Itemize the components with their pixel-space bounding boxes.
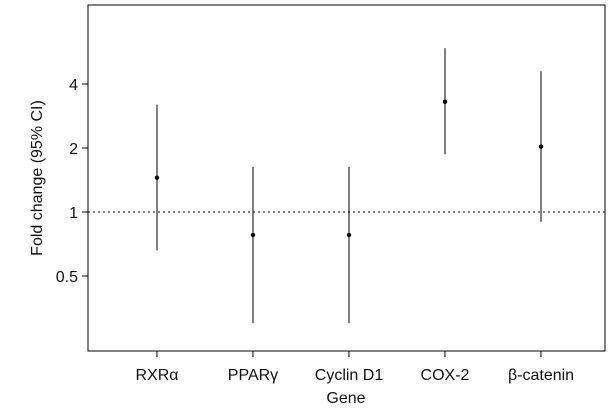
y-axis-title: Fold change (95% CI) (29, 100, 46, 256)
x-tick-label: Cyclin D1 (315, 367, 384, 384)
y-tick-label: 4 (69, 77, 78, 94)
y-tick-label: 1 (69, 205, 78, 222)
point-estimate (442, 99, 448, 104)
x-axis: RXRα PPARγ Cyclin D1 COX-2 β-catenin (135, 351, 574, 384)
x-tick-label: COX-2 (421, 367, 470, 384)
x-tick-label: β-catenin (508, 367, 574, 384)
point-estimate (250, 232, 256, 238)
point-estimate (346, 232, 352, 238)
point-estimate (538, 144, 544, 149)
data-marks (154, 48, 544, 324)
x-axis-title: Gene (326, 390, 365, 407)
x-tick-label: PPARγ (228, 367, 278, 384)
y-axis: 0.5 1 2 4 (56, 77, 88, 286)
point-estimate (154, 175, 160, 180)
y-tick-label: 2 (69, 141, 78, 158)
plot-area-frame (87, 4, 606, 352)
y-tick-label: 0.5 (56, 269, 78, 286)
x-tick-label: RXRα (135, 367, 178, 384)
